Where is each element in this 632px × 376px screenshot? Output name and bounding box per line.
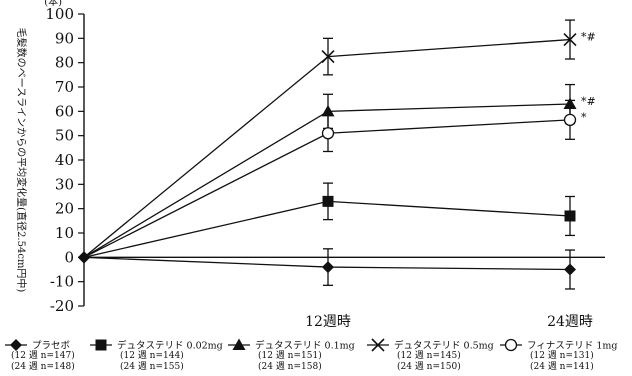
- significance-annotation: *: [581, 111, 587, 124]
- axes: [83, 14, 605, 306]
- significance-annotation: *#: [581, 95, 596, 108]
- series-line: [83, 103, 571, 258]
- series-3: *#: [78, 83, 596, 264]
- marker-triangle: [232, 338, 246, 350]
- legend-n-label: (12 週 n=144): [120, 350, 184, 361]
- legend-n-label: (24 週 n=150): [397, 361, 461, 372]
- series-5: *: [78, 99, 587, 264]
- legend-label: デュタステリド 0.02mg: [117, 340, 223, 352]
- y-tick-label: 30: [55, 175, 74, 193]
- series-line: [83, 38, 571, 258]
- y-tick-label: 40: [55, 151, 74, 169]
- y-tick-label: 50: [55, 127, 74, 145]
- marker-square: [564, 210, 576, 222]
- legend-label: デュタステリド 0.1mg: [255, 340, 355, 352]
- y-tick-label: 100: [45, 5, 74, 23]
- legend-n-label: (12 週 n=145): [397, 350, 461, 361]
- y-axis-ticks: -20 -10 0 10 20 30 40 50 60 70 80 90 100: [45, 5, 84, 315]
- marker-circle: [504, 338, 518, 352]
- legend-n-label: (24 週 n=158): [258, 361, 322, 372]
- x-axis-ticks: 12週時 24週時: [305, 314, 593, 330]
- x-tick-label: 12週時: [305, 314, 351, 330]
- marker-cross: [371, 338, 385, 352]
- marker-cross-stroke: [563, 32, 577, 47]
- legend-item-5: フィナステリド 1mg(12 週 n=131)(24 週 n=141): [500, 338, 617, 372]
- marker-square: [95, 339, 107, 351]
- y-tick-label: 10: [55, 224, 74, 242]
- marker-cross-stroke: [371, 338, 385, 352]
- marker-cross-stroke: [321, 50, 335, 64]
- series-layer: *# *# *: [78, 19, 596, 290]
- legend-item-4: デュタステリド 0.5mg(12 週 n=145)(24 週 n=150): [367, 338, 494, 372]
- y-tick-label: 60: [55, 102, 74, 120]
- marker-diamond: [322, 261, 334, 274]
- legend-label: デュタステリド 0.5mg: [394, 340, 494, 352]
- y-tick-label: 80: [55, 54, 74, 72]
- x-tick-label: 24週時: [547, 314, 593, 330]
- legend-n-label: (12 週 n=131): [530, 350, 594, 361]
- marker-diamond: [10, 339, 22, 351]
- y-tick-label: 70: [55, 78, 74, 96]
- marker-cross: [321, 50, 335, 64]
- legend-n-label: (12 週 n=151): [258, 350, 322, 361]
- marker-triangle: [321, 104, 335, 117]
- legend: プラセボ(12 週 n=147)(24 週 n=148) デュタステリド 0.02…: [5, 338, 617, 372]
- y-tick-label: 90: [55, 29, 74, 47]
- legend-n-label: (24 週 n=155): [120, 361, 184, 372]
- marker-diamond: [78, 251, 90, 264]
- marker-diamond: [564, 263, 576, 276]
- y-tick-label: 20: [55, 200, 74, 218]
- marker-circle: [321, 127, 335, 140]
- legend-label: フィナステリド 1mg: [527, 341, 617, 352]
- series-4: *#: [78, 19, 596, 264]
- legend-item-3: デュタステリド 0.1mg(12 週 n=151)(24 週 n=158): [228, 338, 355, 372]
- y-tick-label: -20: [50, 297, 74, 315]
- y-axis-label: 毛髪数のベースラインからの平均変化量(直径2.54cm円中): [15, 28, 28, 293]
- y-tick-label: 0: [64, 248, 74, 266]
- legend-n-label: (24 週 n=148): [11, 361, 75, 372]
- significance-annotation: *#: [581, 31, 596, 44]
- legend-n-label: (12 週 n=147): [11, 350, 75, 361]
- legend-item-2: デュタステリド 0.02mg(12 週 n=144)(24 週 n=155): [90, 339, 223, 372]
- series-2: [78, 182, 576, 264]
- legend-item-1: プラセボ(12 週 n=147)(24 週 n=148): [5, 339, 75, 372]
- legend-label: プラセボ: [32, 341, 71, 352]
- series-1: [78, 248, 576, 290]
- series-line: [83, 119, 571, 258]
- legend-n-label: (24 週 n=141): [530, 361, 594, 372]
- y-axis-unit: (本): [44, 0, 62, 8]
- marker-cross: [563, 32, 577, 47]
- marker-circle: [563, 113, 577, 126]
- marker-square: [322, 195, 334, 207]
- y-tick-label: -10: [50, 273, 74, 291]
